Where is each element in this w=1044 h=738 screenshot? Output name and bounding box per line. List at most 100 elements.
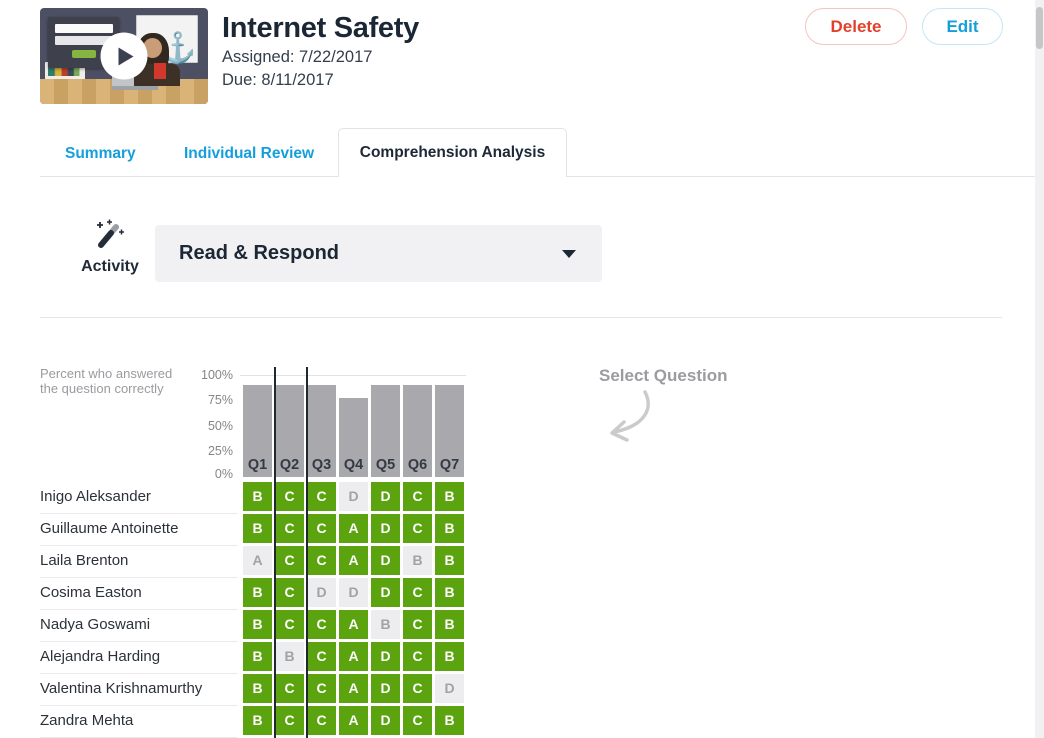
question-bar[interactable] <box>307 385 336 477</box>
answer-cell: B <box>243 642 272 671</box>
answer-cell: A <box>339 674 368 703</box>
curved-arrow-icon <box>610 390 650 442</box>
question-column-label[interactable]: Q5 <box>375 457 396 473</box>
row-separator <box>40 672 238 674</box>
answer-cell: B <box>403 546 432 575</box>
answer-cell: B <box>435 546 464 575</box>
row-separator <box>40 608 238 610</box>
activity-dropdown[interactable]: Read & Respond <box>155 225 602 282</box>
question-bar[interactable] <box>275 385 304 477</box>
answer-cell: B <box>435 578 464 607</box>
question-bar[interactable] <box>371 385 400 477</box>
y-axis-tick: 25% <box>207 444 233 458</box>
tab-individual-review[interactable]: Individual Review <box>184 145 315 162</box>
row-separator <box>40 640 238 642</box>
answer-cell: C <box>403 514 432 543</box>
question-column-label[interactable]: Q6 <box>407 457 428 473</box>
question-column-label[interactable]: Q7 <box>439 457 460 473</box>
question-column-label[interactable]: Q1 <box>247 457 268 473</box>
due-date: Due: 8/11/2017 <box>222 71 334 89</box>
assigned-date: Assigned: 7/22/2017 <box>222 48 373 66</box>
answer-cell: D <box>371 482 400 511</box>
answer-cell: D <box>435 674 464 703</box>
section-divider <box>40 317 1002 318</box>
student-name: Guillaume Antoinette <box>40 520 179 537</box>
delete-button[interactable]: Delete <box>805 8 907 45</box>
student-name: Laila Brenton <box>40 552 129 569</box>
answer-cell: A <box>339 610 368 639</box>
row-separator <box>40 544 238 546</box>
row-separator <box>40 512 238 514</box>
chevron-down-icon <box>562 250 576 258</box>
answer-cell: C <box>275 546 304 575</box>
presenter-face <box>143 37 163 58</box>
answer-cell: C <box>275 514 304 543</box>
student-name: Zandra Mehta <box>40 712 134 729</box>
answer-cell: D <box>371 514 400 543</box>
answer-cell: B <box>435 610 464 639</box>
answer-cell: C <box>403 578 432 607</box>
answer-cell: A <box>339 514 368 543</box>
answer-cell: C <box>307 610 336 639</box>
answer-cell: C <box>403 642 432 671</box>
answer-cell: A <box>339 706 368 735</box>
answer-cell: B <box>243 674 272 703</box>
video-thumbnail[interactable]: ⚓ <box>40 8 208 104</box>
y-axis-tick: 75% <box>207 393 233 407</box>
question-highlight-line <box>273 367 276 738</box>
page-title: Internet Safety <box>222 12 419 44</box>
answer-cell: C <box>275 578 304 607</box>
answer-cell: D <box>371 674 400 703</box>
edit-button[interactable]: Edit <box>922 8 1003 45</box>
answer-cell: C <box>403 706 432 735</box>
y-axis-tick: 50% <box>207 418 233 433</box>
student-name: Nadya Goswami <box>40 616 151 633</box>
question-column-label[interactable]: Q4 <box>343 457 364 473</box>
answer-cell: B <box>435 642 464 671</box>
answer-cell: A <box>339 546 368 575</box>
answer-cell: B <box>243 514 272 543</box>
question-column-label[interactable]: Q3 <box>311 457 332 473</box>
answer-cell: C <box>307 642 336 671</box>
answer-cell: D <box>307 578 336 607</box>
gridline-100pct <box>240 375 466 376</box>
select-question-hint: Select Question <box>599 366 728 385</box>
row-separator <box>40 704 238 706</box>
answer-cell: A <box>339 642 368 671</box>
question-highlight-line <box>305 367 308 738</box>
red-object-graphic <box>154 62 167 79</box>
answer-cell: C <box>307 706 336 735</box>
scrollbar-track[interactable] <box>1035 0 1044 738</box>
answer-cell: D <box>371 642 400 671</box>
activity-dropdown-value: Read & Respond <box>179 242 340 264</box>
answer-cell: B <box>243 482 272 511</box>
answer-cell: C <box>307 482 336 511</box>
question-bar[interactable] <box>435 385 464 477</box>
answer-cell: C <box>403 482 432 511</box>
answer-cell: D <box>339 482 368 511</box>
student-name: Cosima Easton <box>40 584 142 601</box>
y-axis-tick: 0% <box>214 466 233 481</box>
tab-summary[interactable]: Summary <box>65 145 136 162</box>
answer-cell: D <box>371 706 400 735</box>
tab-comprehension-analysis[interactable]: Comprehension Analysis <box>338 128 567 177</box>
question-bar[interactable] <box>403 385 432 477</box>
answer-cell: C <box>307 674 336 703</box>
answer-cell: C <box>403 610 432 639</box>
chart-caption: Percent who answered the question correc… <box>40 366 173 396</box>
row-separator <box>40 576 238 578</box>
answer-cell: B <box>275 642 304 671</box>
answer-cell: D <box>339 578 368 607</box>
answer-cell: B <box>371 610 400 639</box>
answer-cell: C <box>275 674 304 703</box>
play-icon[interactable] <box>100 32 148 80</box>
answer-cell: A <box>243 546 272 575</box>
question-bar[interactable] <box>339 398 368 477</box>
scrollbar-thumb[interactable] <box>1036 7 1043 49</box>
answer-cell: B <box>243 706 272 735</box>
question-bar[interactable] <box>243 385 272 477</box>
y-axis-tick: 100% <box>201 367 233 382</box>
question-column-label[interactable]: Q2 <box>279 457 300 473</box>
magic-wand-icon <box>97 219 124 248</box>
